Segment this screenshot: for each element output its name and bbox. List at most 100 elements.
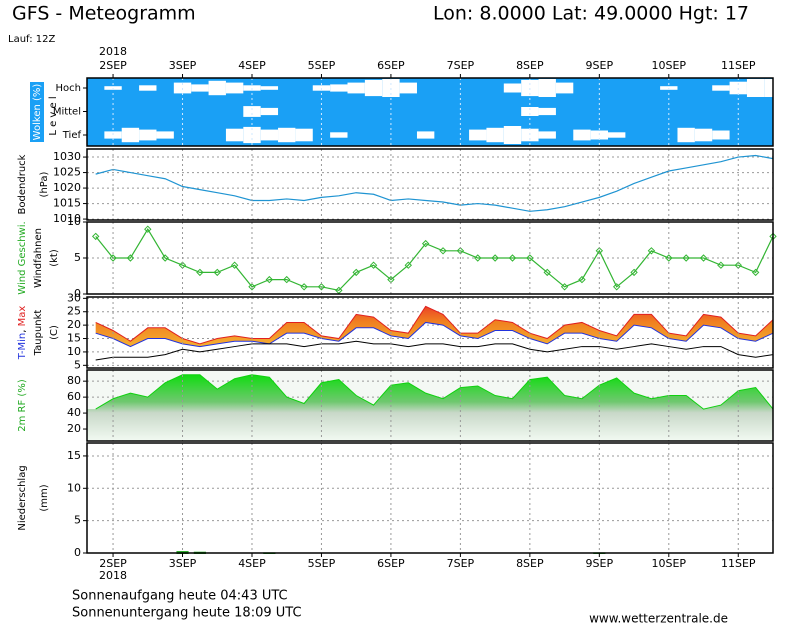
- y-unit: (hPa): [39, 171, 50, 197]
- year-label: 2018: [99, 569, 127, 582]
- level-label: Tief: [62, 130, 82, 141]
- marker: [230, 261, 239, 269]
- cloud-block: [278, 127, 296, 143]
- panel-frame: [86, 369, 774, 442]
- marker: [248, 283, 256, 291]
- marker: [439, 247, 447, 255]
- marker: [630, 268, 638, 277]
- line: [95, 228, 774, 292]
- y-tick-label: 5: [74, 251, 81, 264]
- area-fill: [87, 374, 773, 441]
- marker: [699, 254, 708, 262]
- x-tick-label: 9SEP: [586, 59, 614, 72]
- cloud-block: [746, 79, 765, 97]
- legend-entry: Max: [17, 306, 28, 327]
- cloud-block: [260, 86, 279, 90]
- line: [95, 374, 774, 410]
- x-tick-label: 11SEP: [721, 557, 756, 570]
- marker: [474, 254, 482, 262]
- y-tick-label: 10: [67, 215, 81, 228]
- cloud-block: [503, 126, 522, 144]
- y-label: T-Min, Max: [17, 306, 28, 361]
- marker: [161, 254, 169, 262]
- marker: [196, 268, 204, 277]
- run: Lauf: 12Z: [8, 34, 55, 45]
- level-label: Hoch: [56, 83, 81, 94]
- y-sublabel: L e v e l: [48, 96, 59, 135]
- x-tick-label: 3SEP: [169, 59, 197, 72]
- year-label: 2018: [99, 45, 127, 58]
- y-tick-label: 20: [67, 318, 81, 331]
- y-tick-label: 1015: [53, 197, 81, 210]
- x-tick-label: 10SEP: [652, 59, 687, 72]
- cloud-block: [573, 129, 591, 141]
- marker: [126, 254, 135, 262]
- y-label: 2m RF (%): [17, 379, 28, 432]
- panel-frame: [86, 221, 774, 295]
- marker: [665, 254, 673, 262]
- x-tick-label: 8SEP: [516, 59, 544, 72]
- cloud-block: [399, 82, 417, 94]
- cloud-block: [225, 128, 244, 142]
- x-tick-label: 3SEP: [169, 557, 197, 570]
- marker: [543, 268, 551, 277]
- cloud-block: [538, 79, 556, 97]
- cloud-block: [538, 107, 556, 116]
- y-tick-label: 80: [67, 374, 81, 387]
- cloud-block: [295, 128, 313, 142]
- line: [95, 321, 774, 348]
- y-tick-label: 10: [67, 481, 81, 494]
- y-tick-label: 25: [67, 305, 81, 318]
- x-tick-label: 5SEP: [308, 59, 336, 72]
- cloud-block: [416, 131, 435, 139]
- y-tick-label: 0: [74, 287, 81, 300]
- sunset: Sonnenuntergang heute 18:09 UTC: [72, 606, 302, 621]
- marker: [352, 268, 360, 277]
- marker: [578, 275, 586, 284]
- cloud-block: [139, 85, 157, 91]
- y-label: Bodendruck: [17, 154, 28, 214]
- y-label: Niederschlag: [17, 465, 28, 530]
- marker: [717, 261, 725, 269]
- panel-frame: [86, 442, 774, 554]
- cloud-block: [156, 131, 174, 139]
- y-unit: (C): [49, 325, 60, 340]
- y-tick-label: 0: [74, 546, 81, 559]
- marker: [317, 283, 326, 291]
- marker: [421, 239, 430, 248]
- x-tick-label: 8SEP: [516, 557, 544, 570]
- cloud-block: [608, 132, 626, 138]
- cloud-block: [330, 132, 348, 138]
- cloud-block: [330, 84, 348, 92]
- y-label: Wolken (%): [32, 84, 43, 141]
- y-sublabel: Windfahnen: [33, 228, 44, 288]
- line: [95, 340, 774, 361]
- cloud-block: [260, 129, 279, 141]
- marker: [109, 254, 117, 262]
- y-unit: (kt): [49, 249, 60, 267]
- cloud-block: [521, 107, 539, 116]
- y-tick-label: 15: [67, 449, 81, 462]
- marker: [491, 254, 499, 262]
- panel-frame: [86, 77, 774, 147]
- line: [95, 154, 774, 212]
- cloud-block: [121, 127, 140, 143]
- y-tick-label: 40: [67, 406, 81, 419]
- source: www.wetterzentrale.de: [589, 612, 728, 625]
- x-tick-label: 6SEP: [377, 557, 405, 570]
- marker: [612, 283, 621, 291]
- cloud-block: [347, 82, 365, 94]
- marker: [404, 261, 412, 269]
- title: GFS - Meteogramm: [12, 3, 196, 25]
- cloud-block: [555, 82, 574, 94]
- y-tick-label: 30: [67, 291, 81, 304]
- marker: [91, 232, 100, 241]
- y-sublabel: Taupunkt: [33, 310, 44, 357]
- marker: [369, 261, 378, 269]
- marker: [213, 268, 221, 277]
- cloud-block: [538, 131, 556, 139]
- y-tick-label: 1030: [53, 150, 81, 163]
- y-label: Wind Geschwi.: [17, 221, 28, 294]
- y-tick-label: 1020: [53, 181, 81, 194]
